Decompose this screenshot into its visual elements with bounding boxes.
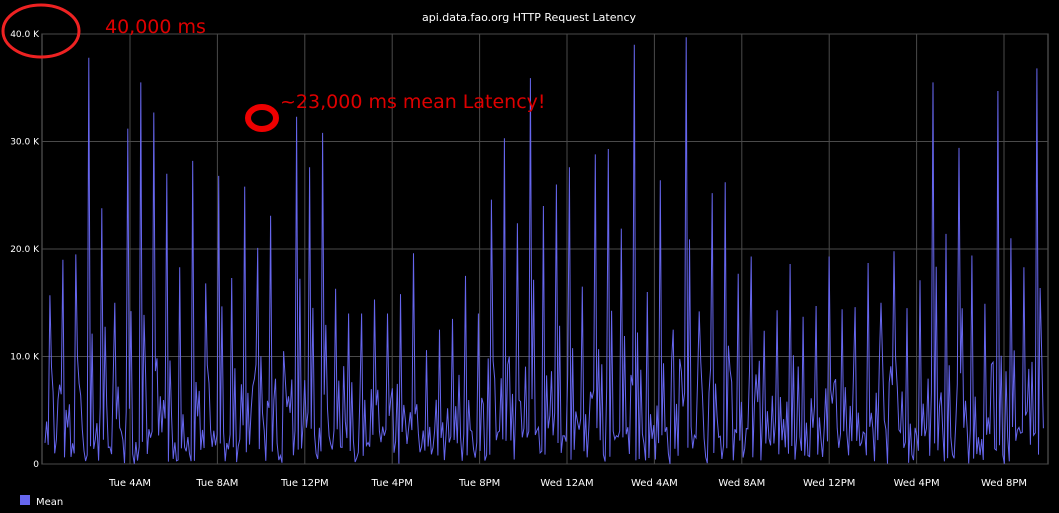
y-tick-label: 30.0 K: [10, 138, 40, 148]
x-tick-label: Tue 12PM: [280, 478, 329, 489]
x-axis-ticks: Tue 4AM Tue 8AM Tue 12PM Tue 4PM Tue 8PM Wed …: [108, 478, 1027, 489]
annotation-peak-label: ~23,000 ms mean Latency!: [280, 91, 546, 113]
y-tick-label: 0: [33, 460, 39, 470]
legend: Mean: [20, 495, 63, 508]
x-tick-label: Tue 8AM: [195, 478, 238, 489]
y-tick-label: 20.0 K: [10, 245, 40, 255]
x-tick-label: Tue 4PM: [371, 478, 413, 489]
annotation-top-label: 40,000 ms: [105, 16, 206, 38]
x-tick-label: Wed 4PM: [894, 478, 940, 489]
x-tick-label: Wed 8PM: [981, 478, 1027, 489]
x-tick-label: Wed 12AM: [540, 478, 593, 489]
series-line-mean: [44, 37, 1044, 464]
legend-swatch-mean: [20, 495, 30, 505]
x-tick-label: Wed 8AM: [718, 478, 765, 489]
annotation-circle-peak: [245, 104, 279, 132]
legend-label-mean: Mean: [36, 497, 63, 508]
y-axis-ticks: 0 10.0 K 20.0 K 30.0 K 40.0 K: [10, 30, 40, 470]
annotations: 40,000 ms ~23,000 ms mean Latency!: [1, 3, 546, 132]
x-tick-label: Wed 4AM: [631, 478, 678, 489]
chart-title: api.data.fao.org HTTP Request Latency: [422, 11, 637, 24]
annotation-circle-top: [1, 3, 81, 59]
y-tick-label: 40.0 K: [10, 30, 40, 40]
x-tick-label: Tue 4AM: [108, 478, 151, 489]
x-tick-label: Wed 12PM: [803, 478, 855, 489]
y-tick-label: 10.0 K: [10, 353, 40, 363]
x-tick-label: Tue 8PM: [458, 478, 500, 489]
